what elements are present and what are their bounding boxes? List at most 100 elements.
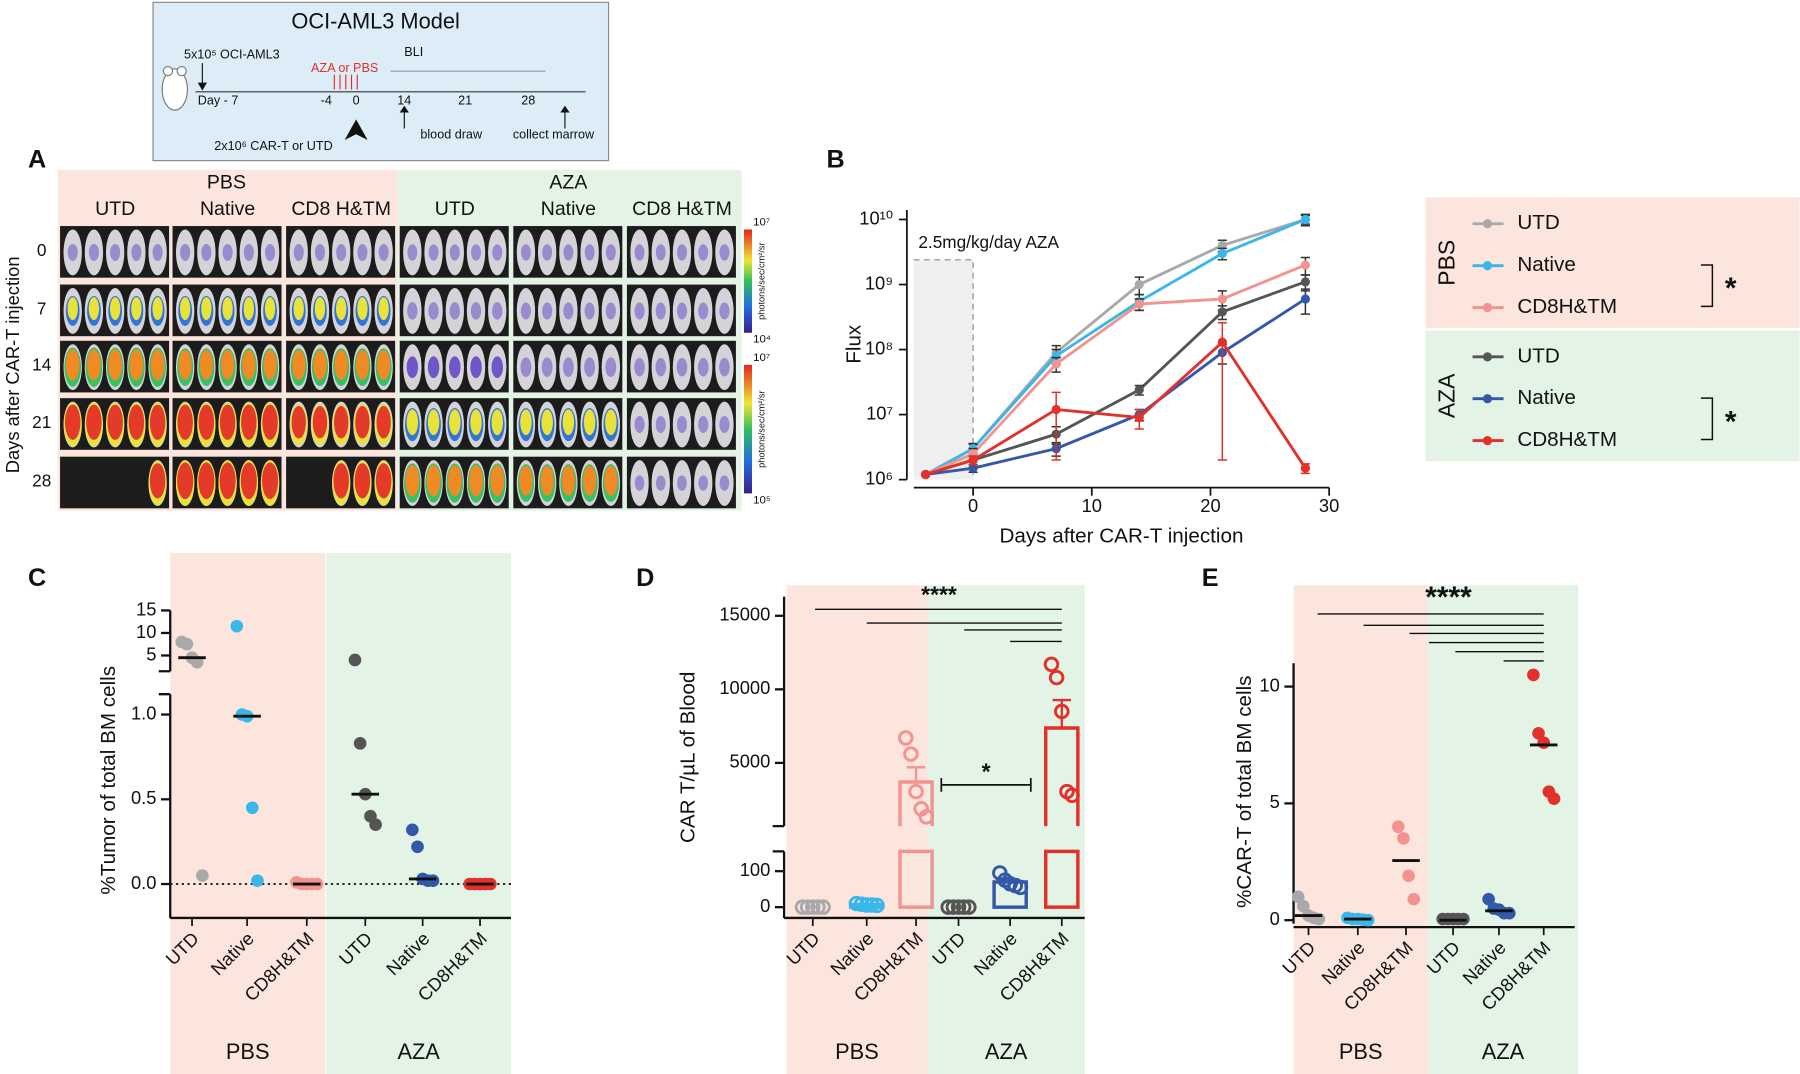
point [1532, 726, 1545, 740]
y-tick-label: 10⁹ [865, 272, 893, 293]
bli-signal [131, 297, 142, 321]
bli-signal [492, 302, 503, 320]
significance-bracket [1700, 397, 1714, 441]
schematic-box [152, 1, 610, 162]
bli-signal [449, 356, 461, 379]
group-band [1293, 585, 1428, 1074]
bli-signal [698, 475, 709, 491]
arrow [560, 105, 570, 113]
schematic-text: collect marrow [513, 128, 595, 142]
significance-label: **** [921, 582, 957, 608]
point [1502, 906, 1516, 920]
bli-signal [334, 405, 349, 439]
colorbar [743, 229, 752, 333]
point [245, 801, 259, 815]
y-tick-label: 10⁷ [866, 402, 893, 423]
bli-signal [199, 349, 213, 380]
column-label: Native [200, 198, 255, 220]
bli-signal [605, 409, 617, 436]
bli-signal [107, 404, 123, 440]
bli-signal [312, 405, 328, 439]
bli-signal [179, 297, 191, 321]
bli-signal [490, 465, 505, 497]
bli-signal [698, 416, 709, 434]
panel-label: C [28, 564, 46, 592]
bli-signal [263, 349, 277, 380]
y-tick-label: 10 [1259, 674, 1279, 695]
bli-signal [67, 297, 78, 321]
bli-signal [131, 243, 142, 261]
treatment-shade [913, 259, 974, 480]
y-tick-label: 5000 [730, 751, 771, 772]
legend-swatch [1482, 352, 1493, 362]
bli-signal [152, 297, 163, 321]
significance-label: **** [1425, 581, 1472, 614]
legend-swatch [1482, 219, 1493, 229]
bli-signal [88, 297, 100, 321]
point [864, 897, 880, 913]
point [1300, 294, 1310, 304]
schematic: OCI-AML3 Model 5x10⁵ OCI-AML3 Day - 7 -4… [152, 1, 610, 162]
axis-label: CAR T/µL of Blood [676, 672, 699, 843]
x-tick-label: 20 [1200, 495, 1220, 516]
bli-signal [243, 243, 254, 261]
point [1217, 248, 1227, 259]
bli-signal [336, 243, 347, 261]
axis-label: Days after CAR-T injection [999, 524, 1243, 547]
point [921, 469, 931, 480]
column-label: UTD [95, 198, 135, 220]
bli-signal [427, 356, 440, 379]
bli-signal [378, 243, 389, 261]
y-tick-label: 0 [1270, 908, 1280, 929]
bli-signal [333, 463, 349, 499]
bli-signal [719, 302, 730, 320]
schematic-text: BLI [404, 45, 423, 59]
bli-signal [562, 357, 574, 377]
bli-signal [427, 409, 440, 436]
bli-signal [375, 463, 392, 499]
timeline-label: 14 [397, 93, 411, 107]
y-tick-label: 100 [740, 859, 771, 880]
group-label: AZA [1482, 1039, 1525, 1064]
significance-label: * [1725, 272, 1737, 305]
line [924, 218, 1306, 476]
bli-signal [542, 244, 553, 261]
y-tick-label: 10⁶ [865, 467, 893, 488]
column-label: UTD [435, 198, 475, 220]
bli-signal [354, 463, 371, 499]
mouse-icon [162, 65, 174, 77]
y-tick-label: 5 [146, 643, 156, 664]
bli-signal [292, 349, 306, 380]
mouse-icon [176, 65, 187, 77]
bli-signal [406, 356, 419, 379]
colorbar-unit: photons/sec/cm²/sr [757, 390, 767, 467]
point [799, 899, 816, 915]
column-label: Native [541, 198, 596, 220]
bli-signal [634, 357, 645, 377]
line [925, 297, 1307, 476]
legend-swatch [1482, 261, 1493, 271]
bli-signal [357, 243, 368, 261]
axis-break [158, 670, 171, 696]
point [1134, 279, 1144, 290]
point [950, 899, 967, 915]
row-label: 14 [32, 355, 52, 375]
bli-signal [201, 243, 212, 261]
bli-signal [583, 465, 597, 496]
bli-signal [605, 302, 616, 320]
point [1547, 792, 1561, 806]
bli-signal [314, 243, 326, 261]
point [968, 455, 978, 465]
y-tick-label: 10¹⁰ [859, 207, 893, 228]
bli-signal [177, 462, 194, 500]
infusion-arrow [344, 119, 368, 140]
bli-signal [449, 409, 461, 436]
point [426, 874, 440, 887]
arrow [399, 105, 409, 113]
point [369, 818, 382, 832]
bli-signal [605, 357, 617, 377]
bli-signal [471, 244, 481, 261]
bli-signal [491, 356, 503, 379]
column-label: CD8 H&TM [632, 198, 732, 220]
bli-signal [243, 297, 254, 321]
